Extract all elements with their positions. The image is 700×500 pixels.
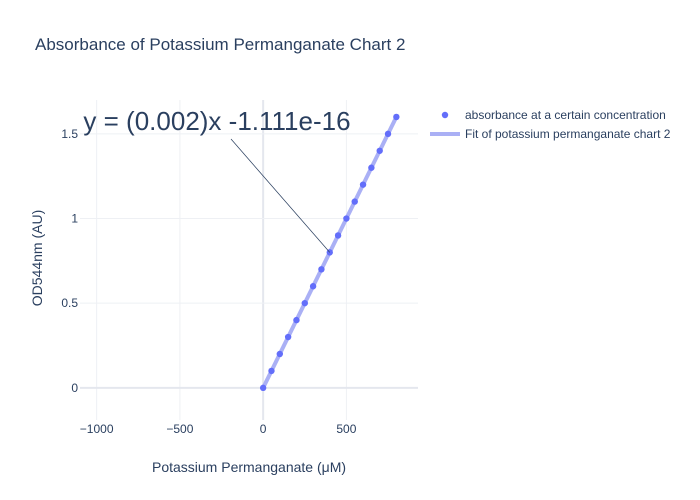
data-point[interactable] <box>284 333 292 341</box>
y-axis-title: OD544nm (AU) <box>29 210 45 306</box>
x-tick-label: −500 <box>166 422 193 436</box>
data-point[interactable] <box>301 299 308 307</box>
data-point[interactable] <box>276 350 284 358</box>
legend-label: absorbance at a certain concentration <box>465 108 666 122</box>
data-point[interactable] <box>376 147 383 154</box>
y-tick-label: 0.5 <box>61 296 78 310</box>
y-tick-label: 1.5 <box>61 127 78 141</box>
data-point[interactable] <box>384 130 392 138</box>
data-point[interactable] <box>293 316 300 324</box>
x-tick-label: 0 <box>260 422 267 436</box>
legend-item-absorbance[interactable]: absorbance at a certain concentration <box>441 108 666 122</box>
annotation-text: y = (0.002)x -1.111e-16 <box>83 106 350 136</box>
data-point[interactable] <box>368 164 375 171</box>
legend[interactable]: absorbance at a certain concentration Fit… <box>430 108 671 141</box>
data-point[interactable] <box>334 232 342 239</box>
x-axis-title: Potassium Permanganate (μM) <box>152 459 346 475</box>
grid <box>80 100 418 420</box>
chart-title: Absorbance of Potassium Permanganate Cha… <box>35 35 405 54</box>
data-point[interactable] <box>351 198 358 205</box>
annotation-arrow <box>230 138 331 253</box>
y-tick-label: 0 <box>71 381 78 395</box>
data-point[interactable] <box>359 181 367 188</box>
data-point[interactable] <box>393 113 400 121</box>
legend-label: Fit of potassium permanganate chart 2 <box>465 127 671 141</box>
tick-labels: −1000 −500 0 500 0 0.5 1 1.5 <box>61 127 356 436</box>
legend-marker-icon <box>441 111 449 119</box>
data-point[interactable] <box>343 215 350 222</box>
x-tick-label: −1000 <box>80 422 114 436</box>
data-point[interactable] <box>309 283 317 290</box>
data-point[interactable] <box>268 367 275 375</box>
y-tick-label: 1 <box>71 212 78 226</box>
data-point[interactable] <box>259 384 267 392</box>
data-point[interactable] <box>318 266 325 273</box>
annotation-layer: y = (0.002)x -1.111e-16 <box>83 106 351 253</box>
x-tick-label: 500 <box>336 422 356 436</box>
legend-item-fit[interactable]: Fit of potassium permanganate chart 2 <box>430 127 671 141</box>
